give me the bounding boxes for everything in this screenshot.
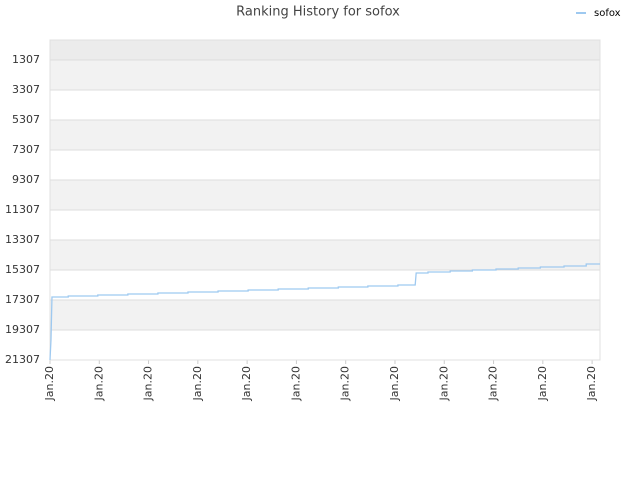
y-tick-label: 5307 <box>12 113 40 126</box>
x-tick-label: Jan.20 <box>240 366 253 401</box>
y-tick-label: 7307 <box>12 143 40 156</box>
plot-border <box>49 39 601 361</box>
x-tick-label: Jan.20 <box>487 366 500 401</box>
y-tick-label: 1307 <box>12 53 40 66</box>
y-tick-label: 21307 <box>5 353 40 366</box>
line-series <box>49 263 600 361</box>
legend-label: sofox <box>594 8 621 19</box>
y-tick-label: 11307 <box>5 203 40 216</box>
x-tick-label: Jan.20 <box>92 366 105 401</box>
plot-band <box>50 40 600 60</box>
y-tick-label: 17307 <box>5 293 40 306</box>
y-tick-label: 19307 <box>5 323 40 336</box>
x-tick-label: Jan.20 <box>142 366 155 401</box>
y-tick-label: 9307 <box>12 173 40 186</box>
y-tick-label: 3307 <box>12 83 40 96</box>
x-tick-label: Jan.20 <box>289 366 302 401</box>
x-tick-label: Jan.20 <box>191 366 204 401</box>
plot-band <box>50 239 600 270</box>
plot-band <box>50 179 600 210</box>
x-tick-label: Jan.20 <box>585 366 598 401</box>
x-tick-label: Jan.20 <box>536 366 549 401</box>
x-tick-label: Jan.20 <box>339 366 352 401</box>
y-tick-label: 13307 <box>5 233 40 246</box>
y-tick-label: 15307 <box>5 263 40 276</box>
plot-band <box>50 119 600 150</box>
x-tick-label: Jan.20 <box>388 366 401 401</box>
chart-title: Ranking History for sofox <box>236 5 400 20</box>
plot-band <box>50 299 600 330</box>
plot-band <box>50 59 600 90</box>
x-tick-label: Jan.20 <box>437 366 450 401</box>
x-tick-label: Jan.20 <box>43 366 56 401</box>
